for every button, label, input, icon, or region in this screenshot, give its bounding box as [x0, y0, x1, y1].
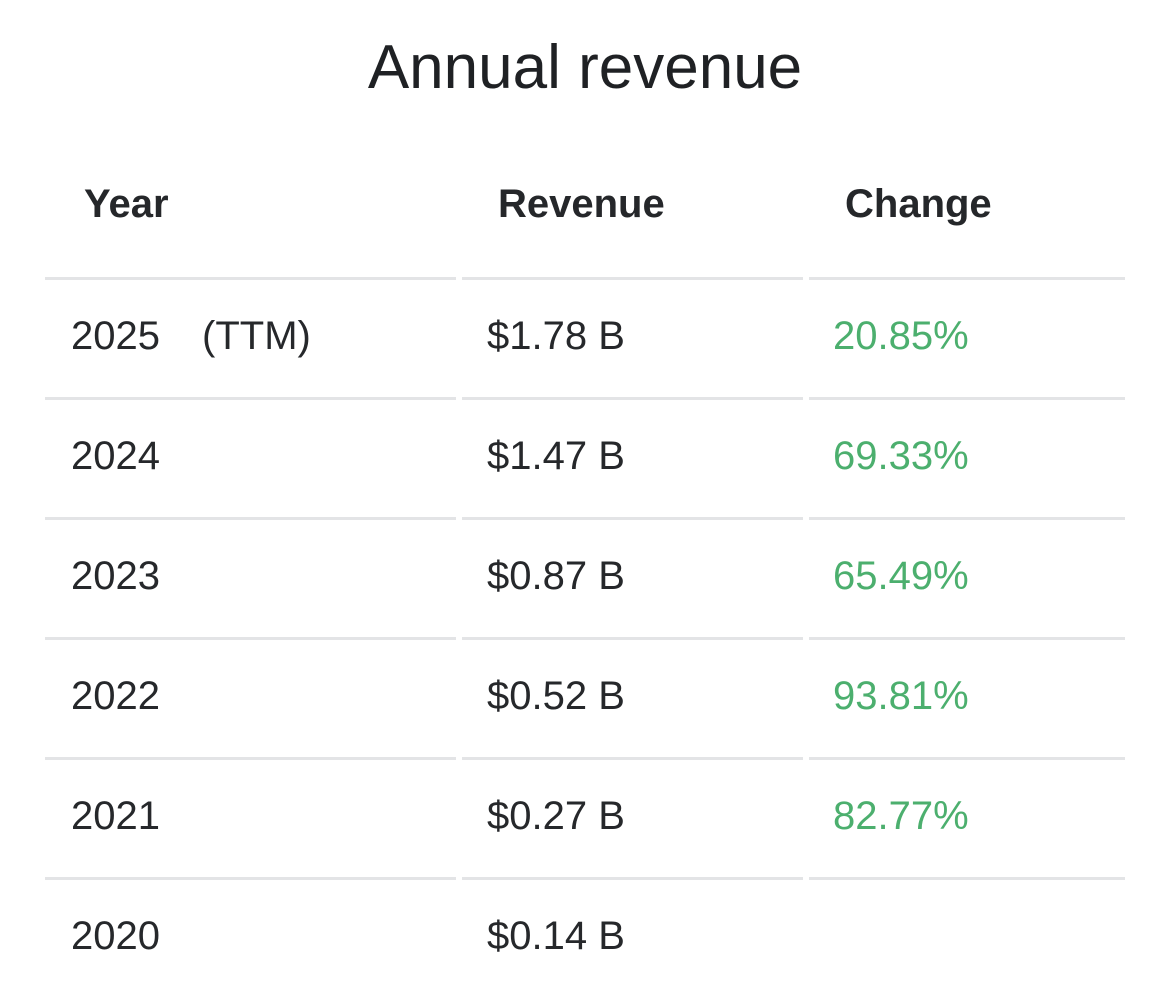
revenue-table-body: 2025 (TTM) $1.78 B 20.85% 2024 $1.47 B 6… — [0, 277, 1170, 997]
year-cell: 2022 — [71, 674, 160, 718]
row-divider — [462, 517, 803, 520]
year-cell: 2021 — [71, 794, 160, 838]
row-divider — [462, 397, 803, 400]
row-divider — [45, 877, 456, 880]
table-row: 2025 (TTM) $1.78 B 20.85% — [0, 277, 1170, 397]
revenue-cell: $0.87 B — [487, 554, 625, 598]
column-header-revenue: Revenue — [498, 182, 665, 226]
table-row: 2024 $1.47 B 69.33% — [0, 397, 1170, 517]
row-divider — [462, 637, 803, 640]
row-divider — [462, 757, 803, 760]
ttm-label: (TTM) — [202, 314, 311, 358]
row-divider — [45, 277, 456, 280]
row-divider — [462, 877, 803, 880]
row-divider — [809, 877, 1125, 880]
table-row: 2023 $0.87 B 65.49% — [0, 517, 1170, 637]
year-cell: 2025 — [71, 314, 160, 358]
change-cell: 65.49% — [833, 554, 969, 598]
change-cell: 82.77% — [833, 794, 969, 838]
row-divider — [45, 757, 456, 760]
revenue-cell: $0.52 B — [487, 674, 625, 718]
year-cell: 2020 — [71, 914, 160, 958]
row-divider — [809, 637, 1125, 640]
page-title: Annual revenue — [367, 33, 803, 102]
change-cell: 69.33% — [833, 434, 969, 478]
row-divider — [809, 757, 1125, 760]
row-divider — [809, 397, 1125, 400]
table-row: 2020 $0.14 B — [0, 877, 1170, 997]
table-row: 2022 $0.52 B 93.81% — [0, 637, 1170, 757]
year-cell: 2024 — [71, 434, 160, 478]
change-cell: 93.81% — [833, 674, 969, 718]
row-divider — [45, 397, 456, 400]
row-divider — [45, 517, 456, 520]
row-divider — [809, 277, 1125, 280]
revenue-cell: $0.27 B — [487, 794, 625, 838]
row-divider — [809, 517, 1125, 520]
column-header-year: Year — [84, 182, 169, 226]
year-cell: 2023 — [71, 554, 160, 598]
column-header-change: Change — [845, 182, 992, 226]
row-divider — [45, 637, 456, 640]
revenue-cell: $1.47 B — [487, 434, 625, 478]
revenue-cell: $0.14 B — [487, 914, 625, 958]
change-cell: 20.85% — [833, 314, 969, 358]
table-row: 2021 $0.27 B 82.77% — [0, 757, 1170, 877]
revenue-cell: $1.78 B — [487, 314, 625, 358]
row-divider — [462, 277, 803, 280]
